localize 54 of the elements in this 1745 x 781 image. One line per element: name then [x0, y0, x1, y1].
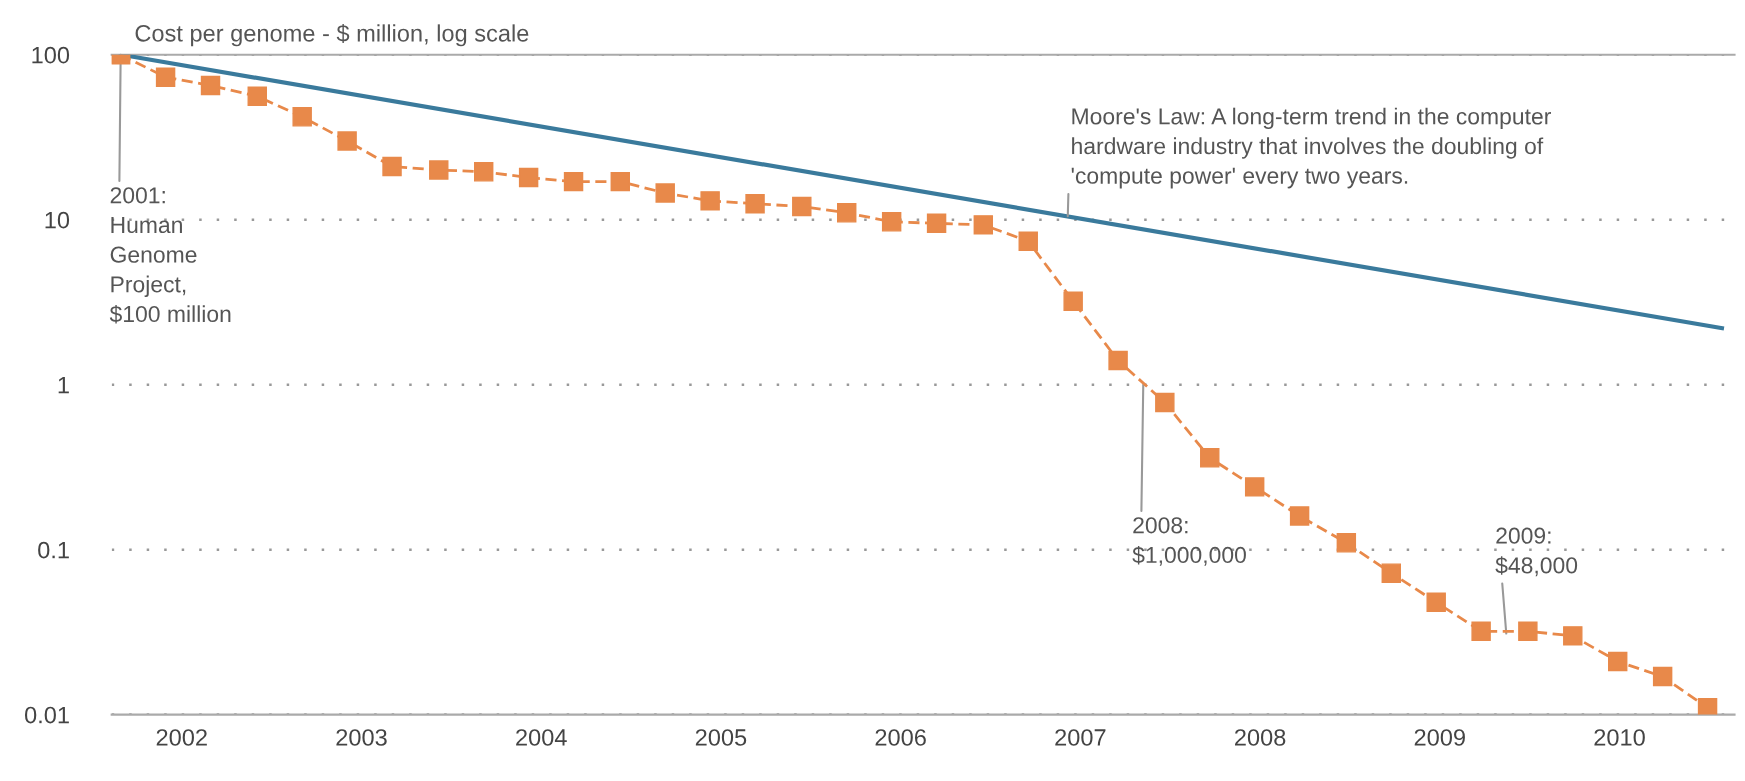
point: [1336, 533, 1357, 553]
y-tick-label: 0.01: [24, 706, 69, 724]
point: [700, 191, 720, 211]
point: [655, 183, 675, 203]
point: [1652, 666, 1673, 687]
y-tick-label: 0.1: [38, 541, 69, 559]
point: [1607, 651, 1628, 672]
x-tick-label: 2005: [695, 729, 747, 746]
point: [1518, 621, 1538, 641]
point: [1063, 291, 1083, 312]
annotation: 2001: Human Genome Project, $100 million: [109, 187, 231, 324]
point: [926, 213, 947, 234]
point: [1563, 626, 1583, 646]
point: [1471, 621, 1491, 641]
x-tick-label: 2010: [1594, 729, 1645, 746]
point: [792, 196, 812, 217]
point: [247, 86, 267, 106]
point: [200, 75, 221, 96]
x-tick-label: 2003: [336, 729, 387, 746]
point: [1697, 698, 1718, 715]
point: [881, 212, 902, 232]
point: [1018, 231, 1038, 251]
x-tick-label: 2004: [516, 729, 567, 746]
point: [837, 203, 857, 223]
annotation: Moore's Law: A long-term trend in the computer hardware industry that involves the doubling of 'compute power' every two years.: [1071, 107, 1551, 189]
x-tick-label: 2009: [1414, 729, 1465, 746]
point: [429, 160, 449, 180]
y-tick-label: 100: [32, 46, 70, 64]
point: [337, 131, 357, 151]
x-tick-label: 2007: [1055, 729, 1106, 746]
point: [1108, 350, 1128, 371]
point: [745, 193, 765, 214]
y-tick-label: 1: [58, 376, 69, 394]
point: [382, 156, 402, 177]
point: [473, 162, 494, 182]
point: [973, 215, 994, 235]
x-tick-label: 2006: [875, 729, 926, 746]
point: [563, 171, 584, 192]
point: [1155, 392, 1175, 413]
annotation: 2008: $1,000,000: [1132, 517, 1246, 566]
point: [155, 67, 176, 87]
point: [1381, 563, 1401, 583]
point: [518, 167, 539, 188]
point: [610, 171, 631, 192]
point: [292, 107, 312, 127]
annotation: 2009: $48,000: [1495, 527, 1578, 577]
point: [1200, 448, 1220, 468]
chart-title: Cost per genome - $ million, log scale: [135, 23, 529, 47]
x-tick-label: 2008: [1235, 729, 1286, 746]
y-tick-label: 10: [45, 211, 70, 229]
x-tick-label: 2002: [156, 729, 207, 746]
point: [1426, 592, 1446, 612]
point: [1244, 477, 1265, 497]
point: [1289, 506, 1310, 526]
